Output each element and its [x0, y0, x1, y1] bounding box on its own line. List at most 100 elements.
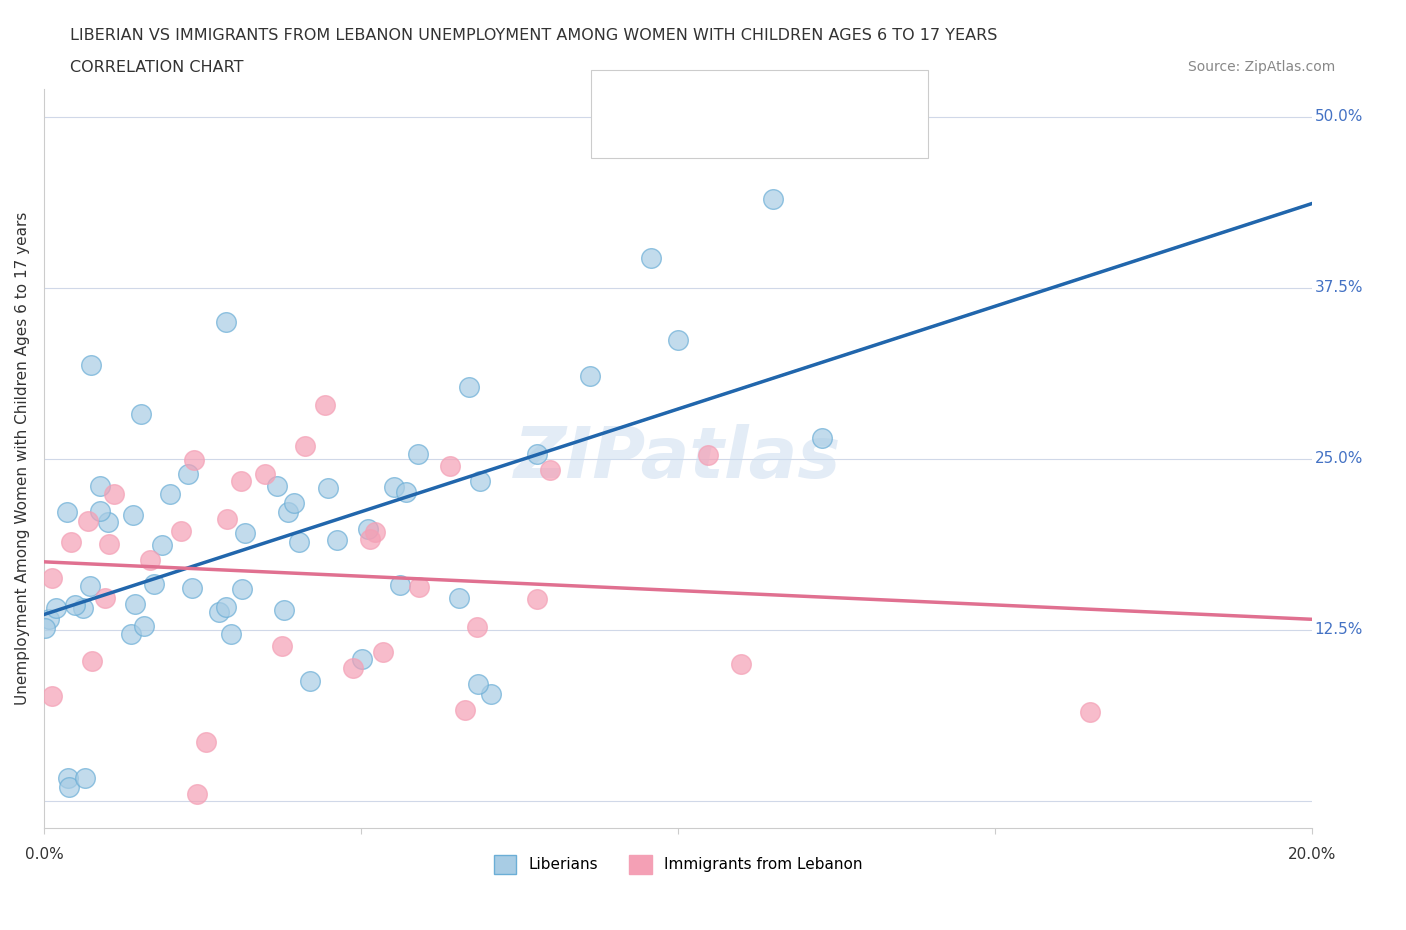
Point: [233, 525, 256, 540]
Point: [470, 473, 492, 488]
Point: [364, 525, 387, 539]
Point: [170, 524, 193, 538]
Text: CORRELATION CHART: CORRELATION CHART: [70, 60, 243, 75]
Text: R = -0.040   N = 30: R = -0.040 N = 30: [644, 124, 807, 142]
Point: [38, 612, 60, 627]
Point: [395, 485, 418, 499]
Point: [314, 398, 336, 413]
Point: [465, 619, 488, 634]
Point: [579, 368, 602, 383]
Point: [177, 467, 200, 482]
Text: Source: ZipAtlas.com: Source: ZipAtlas.com: [1188, 60, 1336, 74]
Point: [382, 480, 405, 495]
Point: [41, 571, 63, 586]
Point: [810, 431, 832, 445]
Text: 25.0%: 25.0%: [1315, 451, 1362, 466]
Point: [79, 578, 101, 593]
Point: [89, 478, 111, 493]
Point: [93, 591, 115, 605]
Point: [215, 315, 238, 330]
Point: [186, 787, 208, 802]
Point: [357, 522, 380, 537]
Point: [80, 653, 103, 668]
Point: [538, 462, 561, 477]
Point: [266, 479, 288, 494]
Point: [138, 553, 160, 568]
Point: [294, 439, 316, 454]
Point: [273, 603, 295, 618]
Point: [271, 639, 294, 654]
Point: [75, 771, 97, 786]
Point: [98, 537, 121, 551]
Point: [229, 473, 252, 488]
Point: [76, 513, 98, 528]
Point: [342, 661, 364, 676]
Point: [318, 481, 340, 496]
Point: [124, 597, 146, 612]
Y-axis label: Unemployment Among Women with Children Ages 6 to 17 years: Unemployment Among Women with Children A…: [15, 212, 30, 706]
Point: [254, 467, 277, 482]
Point: [371, 644, 394, 659]
Point: [454, 702, 477, 717]
Legend: Liberians, Immigrants from Lebanon: Liberians, Immigrants from Lebanon: [488, 849, 869, 880]
Point: [481, 686, 503, 701]
Point: [215, 600, 238, 615]
Point: [640, 250, 662, 265]
Point: [1078, 704, 1101, 719]
Point: [56, 770, 79, 785]
Text: R =  0.495   N = 54: R = 0.495 N = 54: [644, 86, 806, 105]
Text: 0.0%: 0.0%: [24, 846, 63, 861]
Point: [277, 505, 299, 520]
Point: [58, 779, 80, 794]
Point: [447, 591, 470, 605]
Point: [762, 192, 785, 206]
Point: [97, 514, 120, 529]
Text: 20.0%: 20.0%: [1288, 846, 1336, 861]
Point: [283, 496, 305, 511]
Point: [41, 689, 63, 704]
Point: [132, 619, 155, 634]
Text: 37.5%: 37.5%: [1315, 280, 1364, 295]
Point: [80, 357, 103, 372]
Point: [131, 406, 153, 421]
Point: [526, 446, 548, 461]
Point: [60, 535, 83, 550]
Point: [457, 379, 479, 394]
Point: [122, 508, 145, 523]
Point: [326, 533, 349, 548]
Text: 50.0%: 50.0%: [1315, 109, 1362, 125]
Point: [159, 486, 181, 501]
Point: [56, 505, 79, 520]
Point: [439, 458, 461, 473]
Point: [215, 512, 238, 527]
Point: [696, 447, 718, 462]
Point: [666, 333, 689, 348]
Text: LIBERIAN VS IMMIGRANTS FROM LEBANON UNEMPLOYMENT AMONG WOMEN WITH CHILDREN AGES : LIBERIAN VS IMMIGRANTS FROM LEBANON UNEM…: [70, 28, 998, 43]
Point: [389, 578, 412, 592]
Point: [208, 604, 231, 619]
Text: ZIPatlas: ZIPatlas: [515, 424, 842, 493]
Point: [406, 447, 429, 462]
Point: [34, 621, 56, 636]
Point: [467, 676, 489, 691]
Point: [152, 538, 174, 552]
Point: [120, 627, 142, 642]
Point: [72, 601, 94, 616]
Point: [299, 673, 322, 688]
Point: [195, 735, 218, 750]
Point: [183, 453, 205, 468]
Point: [408, 579, 430, 594]
Point: [63, 597, 86, 612]
Point: [45, 601, 67, 616]
Point: [350, 652, 373, 667]
Point: [142, 577, 165, 591]
Point: [231, 582, 253, 597]
Point: [103, 486, 125, 501]
Point: [180, 581, 202, 596]
Point: [287, 535, 309, 550]
Point: [89, 504, 111, 519]
Point: [730, 657, 752, 671]
Point: [526, 591, 548, 606]
Text: 12.5%: 12.5%: [1315, 622, 1362, 637]
Point: [359, 532, 381, 547]
